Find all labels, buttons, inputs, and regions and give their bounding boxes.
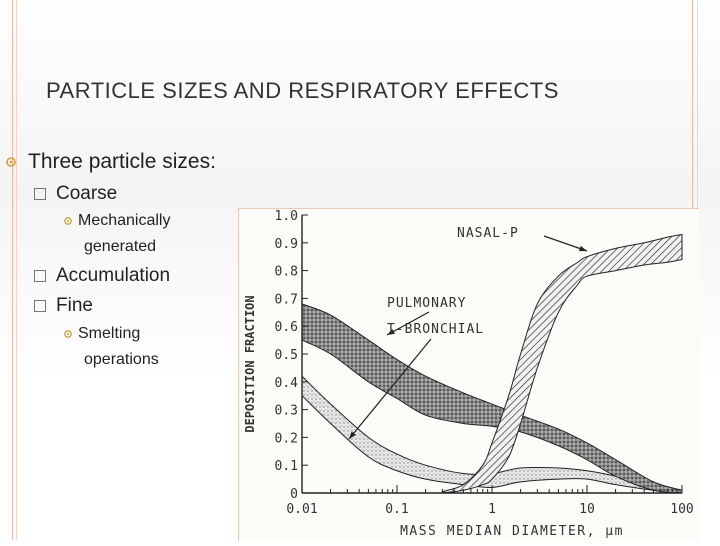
x-tick-label: 0.1 <box>385 502 408 517</box>
box-bullet-icon <box>34 187 46 200</box>
flower-bullet-icon <box>6 157 16 168</box>
x-axis-label: MASS MEDIAN DIAMETER, µm <box>400 524 624 539</box>
band-nasal-p <box>441 233 683 494</box>
arrow-head-icon <box>387 328 395 335</box>
x-tick-label: 0.01 <box>286 502 317 517</box>
annotation-arrow <box>348 338 432 440</box>
annotation-arrow <box>543 235 588 252</box>
flower-bullet-icon <box>64 216 72 225</box>
flower-bullet-icon <box>64 329 72 338</box>
y-tick-label: 0.2 <box>275 431 298 446</box>
bullet-three-sizes: Three particle sizes: <box>6 150 216 174</box>
deposition-chart-panel: 0 0.1 0.2 0.3 0.4 0.5 0.6 0.7 0.8 0.9 1.0 0.01 0.1 1 1… <box>238 208 699 541</box>
x-tick-label: 100 <box>670 502 693 517</box>
bullet-coarse-text: Coarse <box>56 183 118 204</box>
bullet-mechanically: Mechanically generated <box>64 208 170 260</box>
left-border-line <box>12 0 13 540</box>
bullet-smelting: Smelting operations <box>64 321 159 373</box>
deposition-chart: 0 0.1 0.2 0.3 0.4 0.5 0.6 0.7 0.8 0.9 1.0 0.01 0.1 1 1… <box>243 209 694 539</box>
bullet-fine: Fine <box>34 295 93 317</box>
y-tick-label: 0 <box>290 487 298 502</box>
x-tick-label: 1 <box>488 502 496 517</box>
x-tick-label: 10 <box>579 502 595 517</box>
bullet-operations-text: operations <box>84 351 159 368</box>
y-tick-label: 0.3 <box>275 404 298 419</box>
y-tick-label: 0.8 <box>275 265 298 280</box>
annotation-t-bronchial: T-BRONCHIAL <box>387 322 484 337</box>
annotation-pulmonary: PULMONARY <box>387 296 466 311</box>
box-bullet-icon <box>34 269 46 282</box>
left-border-line-inner <box>16 0 17 540</box>
bullet-smelting-text: Smelting <box>78 325 141 342</box>
bullet-accumulation-text: Accumulation <box>56 265 171 286</box>
y-tick-label: 0.6 <box>275 320 298 335</box>
y-tick-label: 0.7 <box>275 292 298 307</box>
annotation-nasal-p: NASAL-P <box>457 226 519 241</box>
bullet-coarse: Coarse <box>34 183 117 205</box>
bullet-mechanically-text: Mechanically <box>78 212 171 229</box>
bullet-three-sizes-text: Three particle sizes: <box>28 150 216 173</box>
arrow-head-icon <box>349 431 356 439</box>
bullet-fine-text: Fine <box>56 295 93 316</box>
y-tick-label: 0.5 <box>275 348 298 363</box>
y-tick-label: 1.0 <box>275 209 298 224</box>
arrow-head-icon <box>579 245 587 252</box>
y-tick-label: 0.4 <box>275 376 299 391</box>
annotation-arrow <box>386 311 430 336</box>
bullet-generated-text: generated <box>84 238 157 255</box>
slide-title: Particle sizes and respiratory effects <box>46 78 559 103</box>
y-tick-label: 0.1 <box>275 459 298 474</box>
bullet-accumulation: Accumulation <box>34 265 170 287</box>
box-bullet-icon <box>34 299 46 312</box>
y-tick-label: 0.9 <box>275 237 298 252</box>
y-axis-label: DEPOSITION FRACTION <box>243 295 257 432</box>
